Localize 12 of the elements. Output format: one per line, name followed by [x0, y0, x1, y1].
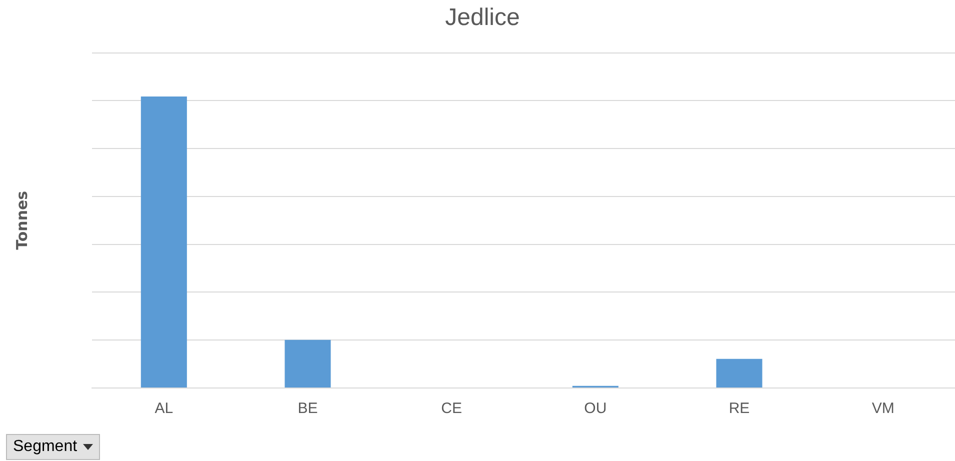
y-axis-title: Tonnes	[12, 190, 31, 250]
x-tick-label: AL	[154, 400, 174, 418]
x-tick-label: BE	[298, 400, 318, 418]
bar	[716, 358, 762, 388]
text: Segment	[13, 437, 78, 457]
chart-title: Jedlice	[445, 4, 520, 32]
bar	[140, 96, 187, 388]
bar	[284, 340, 331, 388]
x-tick-label: RE	[728, 400, 750, 418]
x-tick-label: VM	[872, 400, 894, 418]
x-tick-label: OU	[584, 400, 607, 418]
x-tick-label: CE	[441, 400, 462, 418]
